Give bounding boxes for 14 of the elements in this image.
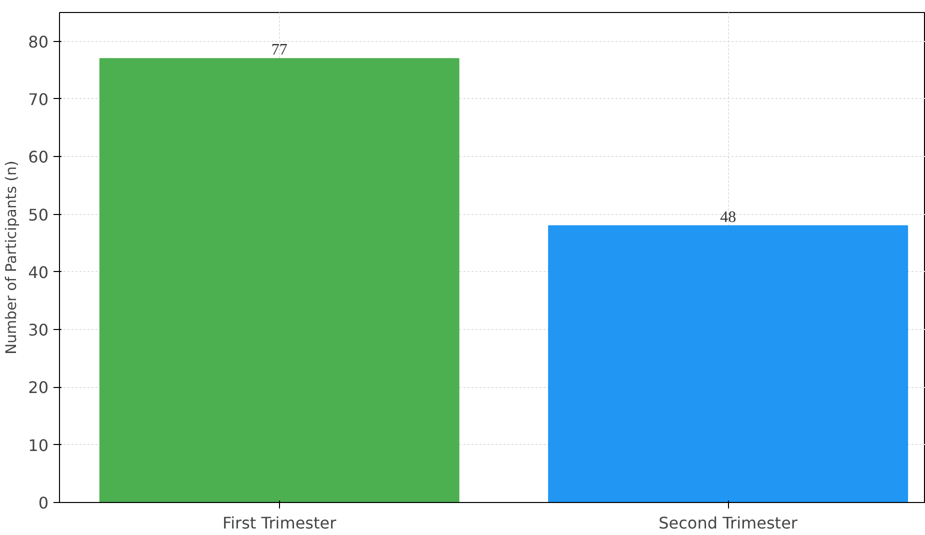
y-tick-label: 60 xyxy=(28,148,48,167)
y-tick-label: 30 xyxy=(28,320,48,340)
data-label: 77 xyxy=(271,42,288,59)
data-label: 48 xyxy=(720,208,736,226)
y-tick-label: 50 xyxy=(28,205,48,224)
y-tick-label: 20 xyxy=(28,378,48,398)
y-tick-label: 70 xyxy=(28,90,48,109)
y-tick-label: 0 xyxy=(38,494,49,512)
y-tick-label: 10 xyxy=(28,436,48,455)
x-tick-label: Second Trimester xyxy=(658,514,798,532)
y-tick-label: 40 xyxy=(28,262,48,282)
y-tick-label: 80 xyxy=(28,32,48,52)
y-axis-title: Number of Participants (n) xyxy=(3,160,20,354)
x-tick-label: First Trimester xyxy=(222,514,337,532)
